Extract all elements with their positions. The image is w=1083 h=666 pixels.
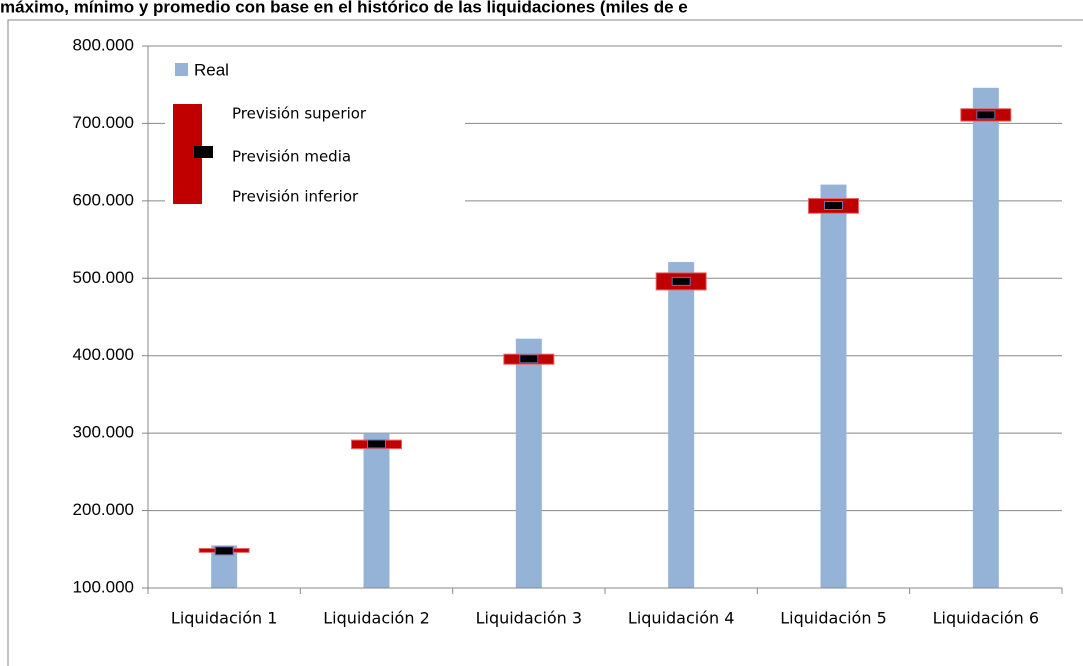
legend-swatch — [175, 63, 188, 76]
forecast-mean — [671, 276, 691, 286]
x-tick-label: Liquidación 4 — [628, 609, 735, 628]
y-tick-label: 100.000 — [73, 577, 134, 596]
x-tick-label: Liquidación 1 — [171, 609, 278, 628]
chart-title: máximo, mínimo y promedio con base en el… — [0, 0, 688, 16]
x-tick-label: Liquidación 6 — [933, 609, 1040, 628]
legend-label: Previsión inferior — [232, 188, 359, 206]
y-tick-label: 400.000 — [73, 345, 134, 364]
forecast-mean — [519, 354, 539, 364]
forecast-mean — [214, 546, 234, 556]
forecast-mean — [367, 439, 386, 449]
bar — [820, 184, 847, 588]
forecast-mean — [976, 110, 996, 120]
bar — [972, 87, 999, 588]
forecast-mean — [824, 201, 843, 211]
y-tick-label: 300.000 — [73, 423, 134, 442]
x-tick-label: Liquidación 5 — [780, 609, 887, 628]
bar — [668, 262, 695, 588]
legend-label: Previsión superior — [232, 105, 367, 123]
legend-background — [165, 52, 465, 212]
x-tick-label: Liquidación 2 — [323, 609, 430, 628]
bar — [515, 338, 542, 588]
y-tick-label: 700.000 — [73, 113, 134, 132]
legend-swatch — [194, 146, 213, 158]
bar — [363, 433, 390, 588]
y-tick-label: 600.000 — [73, 190, 134, 209]
y-tick-label: 200.000 — [73, 500, 134, 519]
legend-label: Real — [194, 60, 229, 79]
y-tick-label: 800.000 — [73, 35, 134, 54]
y-tick-label: 500.000 — [73, 268, 134, 287]
x-tick-label: Liquidación 3 — [476, 609, 583, 628]
legend-label: Previsión media — [232, 148, 351, 166]
